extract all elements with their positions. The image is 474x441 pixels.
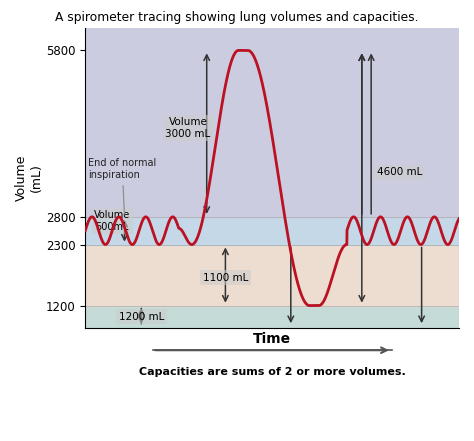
Text: End of normal
inspiration: End of normal inspiration	[88, 158, 156, 214]
Text: A spirometer tracing showing lung volumes and capacities.: A spirometer tracing showing lung volume…	[55, 11, 419, 24]
Bar	[85, 28, 459, 217]
Bar	[85, 217, 459, 245]
Bar	[85, 245, 459, 306]
Text: 1200 mL: 1200 mL	[118, 312, 164, 321]
Text: 4600 mL: 4600 mL	[377, 168, 422, 177]
Text: 1100 mL: 1100 mL	[203, 273, 248, 283]
Text: Volume
3000 mL: Volume 3000 mL	[165, 117, 210, 139]
Text: Volume
500mL: Volume 500mL	[94, 210, 130, 232]
Bar	[85, 306, 459, 328]
Text: Capacities are sums of 2 or more volumes.: Capacities are sums of 2 or more volumes…	[139, 367, 405, 377]
Y-axis label: Volume
(mL): Volume (mL)	[15, 155, 43, 201]
Text: Time: Time	[253, 332, 291, 346]
